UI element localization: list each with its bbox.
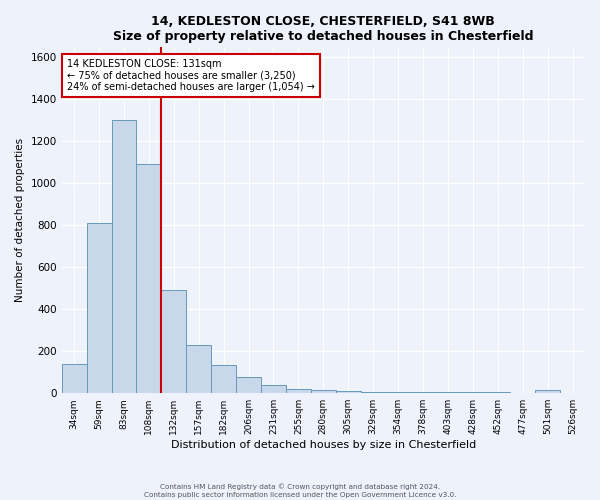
Text: 14 KEDLESTON CLOSE: 131sqm
← 75% of detached houses are smaller (3,250)
24% of s: 14 KEDLESTON CLOSE: 131sqm ← 75% of deta… xyxy=(67,59,315,92)
Bar xyxy=(535,390,560,393)
Bar xyxy=(112,120,136,393)
Bar xyxy=(361,392,386,393)
Bar xyxy=(62,364,86,393)
Text: Contains HM Land Registry data © Crown copyright and database right 2024.
Contai: Contains HM Land Registry data © Crown c… xyxy=(144,484,456,498)
Bar xyxy=(510,392,535,393)
Bar xyxy=(186,345,211,393)
Bar xyxy=(286,389,311,393)
Bar xyxy=(161,290,186,393)
Bar xyxy=(460,392,485,393)
X-axis label: Distribution of detached houses by size in Chesterfield: Distribution of detached houses by size … xyxy=(171,440,476,450)
Bar xyxy=(311,390,336,393)
Bar xyxy=(560,392,585,393)
Bar xyxy=(236,378,261,393)
Title: 14, KEDLESTON CLOSE, CHESTERFIELD, S41 8WB
Size of property relative to detached: 14, KEDLESTON CLOSE, CHESTERFIELD, S41 8… xyxy=(113,15,533,43)
Bar xyxy=(410,392,436,393)
Y-axis label: Number of detached properties: Number of detached properties xyxy=(15,138,25,302)
Bar xyxy=(261,385,286,393)
Bar xyxy=(485,392,510,393)
Bar xyxy=(136,164,161,393)
Bar xyxy=(211,365,236,393)
Bar xyxy=(436,392,460,393)
Bar xyxy=(336,391,361,393)
Bar xyxy=(86,223,112,393)
Bar xyxy=(386,392,410,393)
